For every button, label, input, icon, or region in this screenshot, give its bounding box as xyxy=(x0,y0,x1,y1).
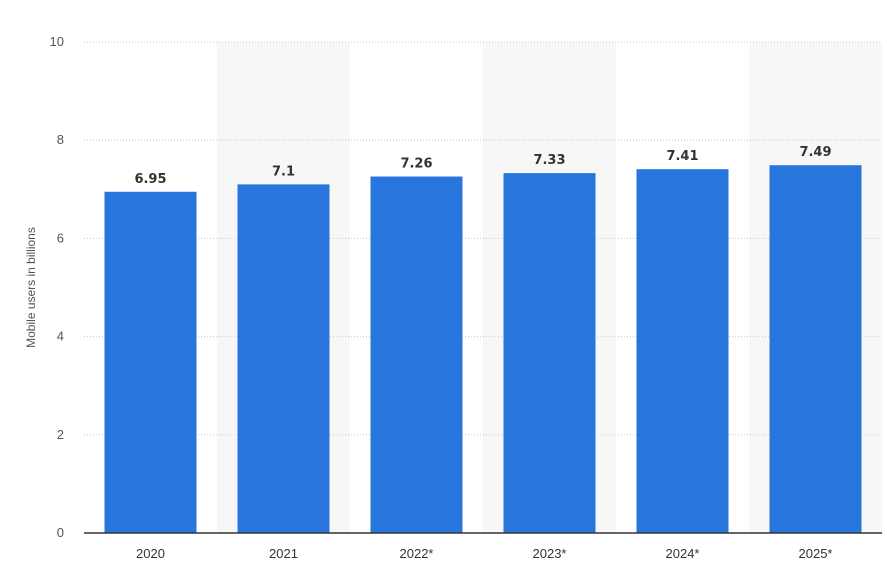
x-tick-label: 2024* xyxy=(666,546,700,561)
data-label: 6.95 xyxy=(134,172,166,187)
bar xyxy=(503,173,596,534)
data-label: 7.26 xyxy=(400,157,432,172)
bars xyxy=(104,165,862,534)
data-labels: 6.95 7.1 7.26 7.33 7.41 7.49 xyxy=(134,145,831,187)
x-tick-label: 2022* xyxy=(400,546,434,561)
data-label: 7.1 xyxy=(272,164,295,179)
x-tick-label: 2023* xyxy=(533,546,567,561)
bar xyxy=(769,165,862,533)
y-tick-label: 6 xyxy=(57,230,64,245)
y-tick-label: 0 xyxy=(57,525,64,540)
bar xyxy=(636,169,729,533)
data-label: 7.49 xyxy=(799,145,831,160)
gridlines xyxy=(84,41,882,436)
x-tick-label: 2025* xyxy=(799,546,833,561)
x-tick-label: 2020 xyxy=(136,546,165,561)
y-tick-label: 4 xyxy=(57,329,64,344)
y-tick-label: 10 xyxy=(50,34,64,49)
y-axis-title: Mobile users in billions xyxy=(24,227,38,348)
bar xyxy=(237,184,330,533)
data-label: 7.41 xyxy=(666,149,698,164)
bar xyxy=(370,176,463,533)
y-tick-label: 2 xyxy=(57,427,64,442)
x-tick-label: 2021 xyxy=(269,546,298,561)
y-tick-label: 8 xyxy=(57,132,64,147)
x-axis-ticks: 2020 2021 2022* 2023* 2024* 2025* xyxy=(136,546,832,561)
bar xyxy=(104,191,197,533)
y-axis-ticks: 0 2 4 6 8 10 xyxy=(50,34,64,540)
data-label: 7.33 xyxy=(533,153,565,168)
